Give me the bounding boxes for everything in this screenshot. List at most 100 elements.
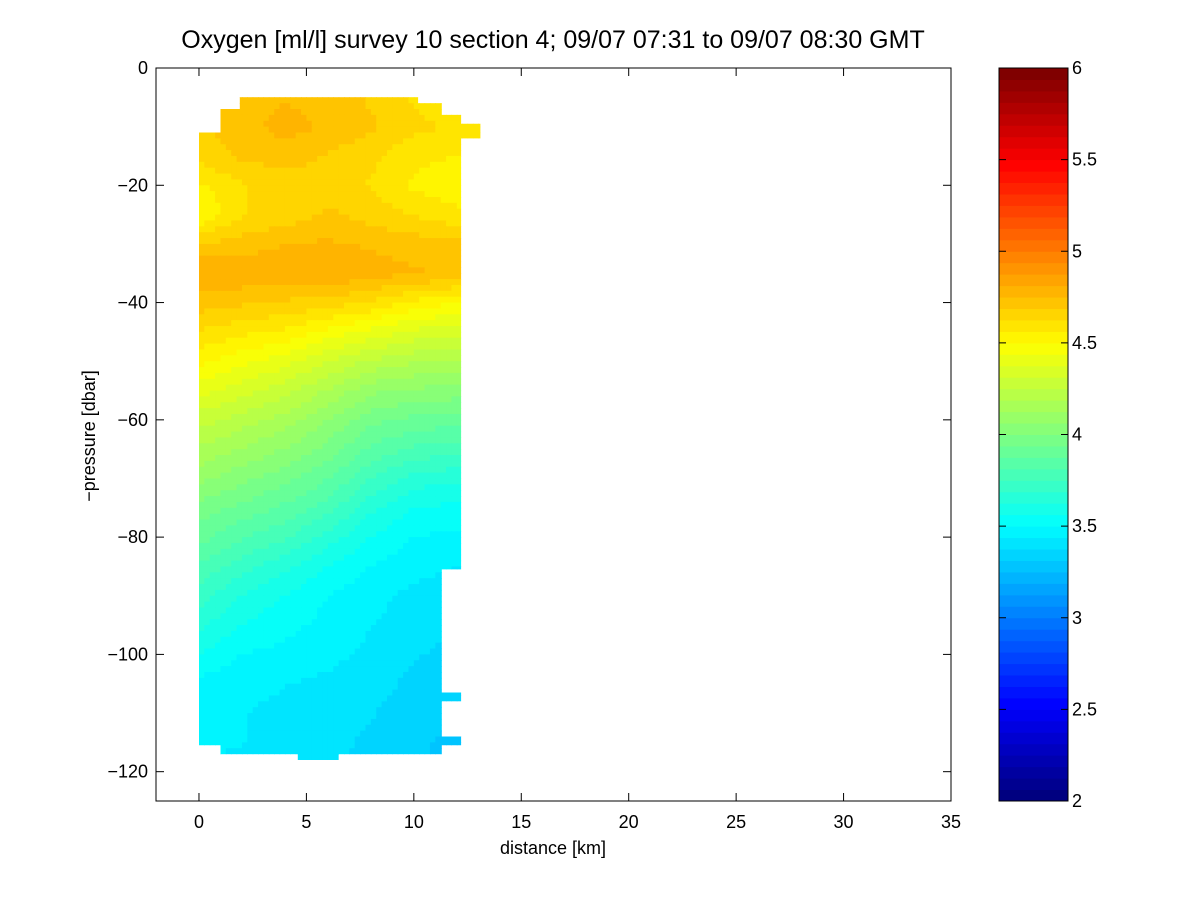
heatmap-cell [408, 537, 415, 544]
heatmap-cell [268, 396, 275, 403]
heatmap-cell [215, 484, 222, 491]
heatmap-cell [456, 378, 463, 386]
heatmap-cell [231, 390, 238, 397]
heatmap-cell [413, 378, 420, 386]
heatmap-cell [317, 138, 324, 145]
heatmap-cell [376, 109, 383, 116]
heatmap-cell [424, 578, 431, 585]
heatmap-cell [295, 542, 302, 550]
heatmap-cell [349, 355, 356, 362]
heatmap-cell [317, 343, 324, 351]
heatmap-cell [451, 308, 458, 315]
heatmap-cell [381, 361, 388, 368]
heatmap-cell [403, 554, 410, 562]
heatmap-cell [199, 630, 205, 638]
heatmap-cell [424, 466, 431, 474]
heatmap-cell [247, 490, 254, 497]
heatmap-cell [241, 161, 248, 169]
heatmap-cell [376, 378, 383, 386]
heatmap-cell [258, 155, 265, 163]
heatmap-cell [209, 255, 216, 263]
heatmap-cell [247, 173, 254, 181]
heatmap-cell [311, 138, 318, 145]
heatmap-cell [424, 542, 431, 550]
heatmap-cell [236, 138, 243, 145]
heatmap-cell [354, 273, 361, 280]
heatmap-cell [199, 572, 205, 579]
heatmap-cell [333, 372, 340, 380]
heatmap-cell [274, 630, 281, 638]
heatmap-cell [236, 314, 243, 321]
heatmap-cell [220, 443, 227, 450]
heatmap-cell [225, 478, 232, 485]
heatmap-cell [333, 531, 340, 538]
heatmap-cell [317, 472, 324, 480]
heatmap-cell [413, 460, 420, 468]
heatmap-cell [451, 548, 458, 556]
heatmap-cell [408, 103, 415, 110]
heatmap-cell [284, 243, 291, 251]
heatmap-cell [370, 114, 377, 122]
heatmap-cell [451, 361, 458, 368]
heatmap-cell [258, 460, 265, 468]
heatmap-cell [247, 202, 254, 210]
heatmap-cell [322, 566, 329, 573]
heatmap-cell [424, 214, 431, 222]
heatmap-cell [435, 425, 442, 433]
heatmap-cell [236, 554, 243, 562]
heatmap-cell [392, 525, 399, 532]
heatmap-cell [311, 197, 318, 204]
heatmap-cell [284, 173, 291, 181]
heatmap-cell [451, 460, 458, 468]
heatmap-cell [446, 120, 453, 128]
heatmap-cell [429, 103, 436, 110]
heatmap-cell [209, 208, 216, 216]
heatmap-cell [252, 232, 259, 239]
heatmap-cell [268, 185, 275, 192]
heatmap-cell [333, 455, 340, 462]
heatmap-cell [478, 120, 481, 128]
heatmap-cell [225, 548, 232, 556]
heatmap-cell [429, 601, 436, 609]
heatmap-cell [268, 103, 275, 110]
heatmap-cell [252, 331, 259, 339]
heatmap-cell [252, 202, 259, 210]
heatmap-cell [376, 126, 383, 134]
heatmap-cell [231, 320, 238, 327]
heatmap-cell [225, 501, 232, 509]
heatmap-cell [317, 589, 324, 597]
heatmap-cell [284, 519, 291, 526]
heatmap-cell [429, 472, 436, 480]
heatmap-cell [435, 197, 442, 204]
heatmap-cell [413, 290, 420, 298]
heatmap-cell [301, 636, 307, 644]
heatmap-cell [317, 249, 324, 257]
heatmap-cell [435, 331, 442, 339]
heatmap-cell [247, 179, 254, 186]
heatmap-cell [199, 513, 205, 521]
heatmap-cell [349, 472, 356, 480]
heatmap-cell [370, 542, 377, 550]
heatmap-cell [209, 173, 216, 181]
heatmap-cell [386, 496, 393, 503]
heatmap-cell [376, 249, 383, 257]
heatmap-cell [386, 437, 393, 444]
heatmap-cell [301, 566, 307, 573]
heatmap-cell [258, 238, 265, 245]
heatmap-cell [295, 320, 302, 327]
heatmap-cell [263, 425, 270, 433]
heatmap-cell [284, 349, 291, 356]
heatmap-cell [349, 161, 356, 169]
heatmap-cell [284, 507, 291, 515]
heatmap-cell [295, 331, 302, 339]
heatmap-cell [456, 226, 463, 233]
heatmap-cell [376, 367, 383, 374]
heatmap-cell [220, 273, 227, 280]
heatmap-cell [231, 202, 238, 210]
heatmap-cell [392, 449, 399, 456]
heatmap-cell [306, 478, 313, 485]
heatmap-cell [199, 425, 205, 433]
heatmap-cell [241, 279, 248, 286]
heatmap-cell [392, 284, 399, 292]
heatmap-cell [386, 378, 393, 386]
